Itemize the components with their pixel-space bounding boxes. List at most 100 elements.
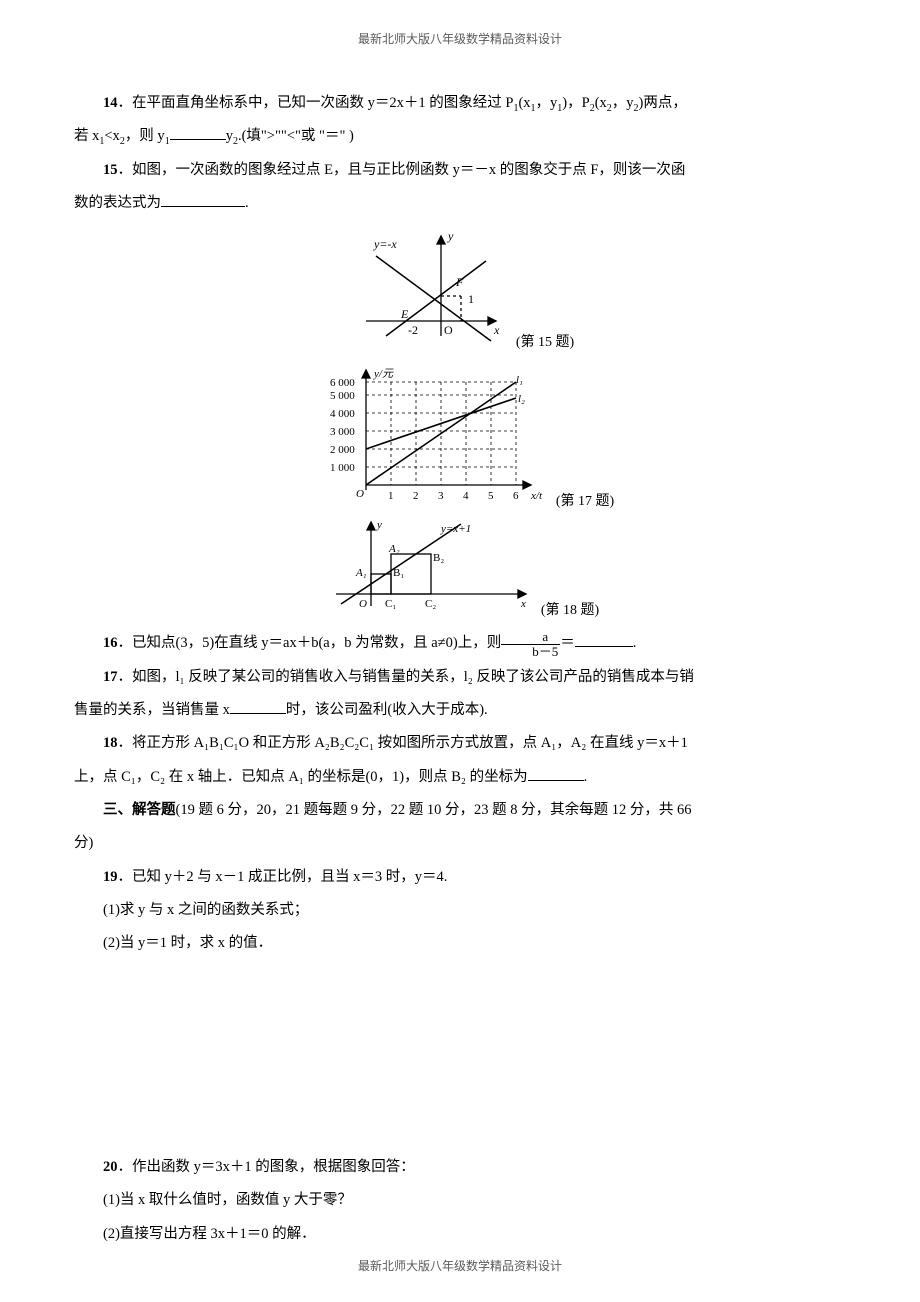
q19-num: 19: [103, 869, 118, 885]
q20-line1: 20．作出函数 y＝3x＋1 的图象，根据图象回答：: [74, 1151, 846, 1184]
q14-txt: ．在平面直角坐标系中，已知一次函数 y＝2x＋1 的图象经过 P: [118, 95, 514, 111]
fig18-svg: y x O y=x+1 A₁ A₂ B₁ B₂ C₁ C₂: [321, 514, 541, 614]
q15-line2: 数的表达式为.: [74, 187, 846, 220]
q14-blank: [170, 125, 226, 141]
fig15-wrap: y=-x x y O E F 1 -2 (第 15 题): [74, 226, 846, 351]
fig18-A1: A₁: [355, 567, 367, 579]
fig18-B2: B₂: [433, 552, 444, 564]
fig15-x: x: [493, 323, 500, 337]
fig18-O: O: [359, 598, 367, 610]
fig17-xaxis: x/t: [530, 490, 543, 502]
q18-txt: ．将正方形 A₁B₁C₁O 和正方形 A₂B₂C₂C₁ 按如图所示方式放置，点 …: [118, 735, 688, 751]
q20-p2: (2)直接写出方程 3x＋1＝0 的解．: [74, 1218, 846, 1251]
q15-txt: ．如图，一次函数的图象经过点 E，且与正比例函数 y＝－x 的图象交于点 F，则…: [118, 162, 686, 178]
q16-line: 16．已知点(3，5)在直线 y＝ax＋b(a，b 为常数，且 a≠0)上，则a…: [74, 627, 846, 660]
q14-ab: y: [226, 128, 233, 144]
q14-mid: ，则 y: [125, 128, 165, 144]
q14-p1e: )，P: [562, 95, 589, 111]
q15-tail: .: [245, 195, 249, 211]
fig18-C2: C₂: [425, 598, 436, 610]
q17-l2a: 售量的关系，当销售量 x: [74, 702, 230, 718]
q18-line2: 上，点 C₁，C₂ 在 x 轴上．已知点 A₁ 的坐标是(0，1)，则点 B₂ …: [74, 761, 846, 794]
figures-block: y=-x x y O E F 1 -2 (第 15 题): [74, 226, 846, 619]
q20-num: 20: [103, 1159, 118, 1175]
q19-p1: (1)求 y 与 x 之间的函数关系式；: [74, 894, 846, 927]
q16-eq: ＝: [560, 635, 575, 651]
q18-line1: 18．将正方形 A₁B₁C₁O 和正方形 A₂B₂C₂C₁ 按如图所示方式放置，…: [74, 727, 846, 760]
q14-line2: 若 x1<x2，则 y1y2.(填">""<"或 "＝" ): [74, 120, 846, 153]
q17-txt: ．如图，l₁ 反映了某公司的销售收入与销售量的关系，l₂ 反映了该公司产品的销售…: [118, 669, 694, 685]
q15-line1: 15．如图，一次函数的图象经过点 E，且与正比例函数 y＝－x 的图象交于点 F…: [74, 154, 846, 187]
fig17-yt5: 6 000: [330, 377, 355, 389]
fig17-xt0: 1: [388, 490, 394, 502]
q14-line1: 14．在平面直角坐标系中，已知一次函数 y＝2x＋1 的图象经过 P1(x1，y…: [74, 87, 846, 120]
q14-p2e: )两点，: [639, 95, 687, 111]
q15-l2a: 数的表达式为: [74, 195, 161, 211]
q19-line1: 19．已知 y＋2 与 x－1 成正比例，且当 x＝3 时，y＝4.: [74, 861, 846, 894]
q14-a1: (x: [518, 95, 530, 111]
fig15-O: O: [444, 323, 453, 337]
q16-num: 16: [103, 635, 118, 651]
fig15-caption: (第 15 题): [516, 335, 574, 350]
q18-tail: .: [584, 769, 588, 785]
q14-tail: .(填">""<"或 "＝" ): [238, 128, 354, 144]
fig15-y: y: [447, 229, 454, 243]
q16-frac: ab－5: [501, 630, 560, 658]
fig17-xt1: 2: [413, 490, 419, 502]
fig17-xt2: 3: [438, 490, 444, 502]
q14-a2: (x: [595, 95, 607, 111]
fig17-xt5: 6: [513, 490, 519, 502]
fig17-yt3: 4 000: [330, 408, 355, 420]
q14-c1: ，y: [536, 95, 558, 111]
fig17-yt2: 3 000: [330, 426, 355, 438]
fig18-C1: C₁: [385, 598, 396, 610]
fig15-svg: y=-x x y O E F 1 -2: [346, 226, 516, 346]
fig17-caption: (第 17 题): [556, 494, 614, 509]
q19-txt: ．已知 y＋2 与 x－1 成正比例，且当 x＝3 时，y＝4.: [118, 869, 448, 885]
sec3-line1: 三、解答题(19 题 6 分，20，21 题每题 9 分，22 题 10 分，2…: [74, 794, 846, 827]
fig15-one: 1: [468, 292, 474, 306]
fig17-l1: l₁: [516, 374, 523, 386]
q17-line1: 17．如图，l₁ 反映了某公司的销售收入与销售量的关系，l₂ 反映了该公司产品的…: [74, 661, 846, 694]
page-header: 最新北师大版八年级数学精品资料设计: [74, 30, 846, 47]
q18-num: 18: [103, 735, 118, 751]
fig15-neg2: -2: [408, 323, 418, 337]
fig18-x: x: [520, 598, 526, 610]
fig18-wrap: y x O y=x+1 A₁ A₂ B₁ B₂ C₁ C₂ (第 18 题): [74, 514, 846, 619]
q16-fracd: b－5: [501, 645, 560, 659]
q20-p1: (1)当 x 取什么值时，函数值 y 大于零？: [74, 1184, 846, 1217]
fig18-caption: (第 18 题): [541, 603, 599, 618]
q17-num: 17: [103, 669, 118, 685]
footer-text: 最新北师大版八年级数学精品资料设计: [358, 1259, 562, 1273]
fig17-xt4: 5: [488, 490, 494, 502]
fig17-svg: y/元 x/t O l₁ l₂ 1 000 2 000 3 000 4 000 …: [306, 355, 556, 505]
q15-num: 15: [103, 162, 118, 178]
fig17-xt3: 4: [463, 490, 469, 502]
fig18-line: y=x+1: [440, 523, 471, 535]
fig17-yaxis: y/元: [373, 368, 394, 380]
q18-blank: [528, 765, 584, 781]
fig18-B1: B₁: [393, 567, 404, 579]
fig18-y: y: [376, 519, 382, 531]
q18-l2a: 上，点 C₁，C₂ 在 x 轴上．已知点 A₁ 的坐标是(0，1)，则点 B₂ …: [74, 769, 528, 785]
fig15-F: F: [455, 275, 464, 289]
fig17-yt1: 2 000: [330, 444, 355, 456]
q19-p2: (2)当 y＝1 时，求 x 的值．: [74, 927, 846, 960]
q15-blank: [161, 192, 245, 208]
fig17-yt0: 1 000: [330, 462, 355, 474]
q16-tail: .: [633, 635, 637, 651]
q19-workspace: [74, 961, 846, 1151]
fig15-yeqnx: y=-x: [373, 237, 397, 251]
q14-l2a: 若 x: [74, 128, 99, 144]
q16-blank: [575, 632, 633, 648]
q14-c2: ，y: [612, 95, 634, 111]
sec3-label: 三、解答题: [103, 802, 176, 818]
q16-txt: ．已知点(3，5)在直线 y＝ax＋b(a，b 为常数，且 a≠0)上，则: [118, 635, 502, 651]
q14-num: 14: [103, 95, 118, 111]
fig17-yt4: 5 000: [330, 390, 355, 402]
q16-fracn: a: [501, 630, 560, 645]
q20-txt: ．作出函数 y＝3x＋1 的图象，根据图象回答：: [118, 1159, 415, 1175]
fig17-O: O: [356, 488, 364, 500]
sec3-line2: 分): [74, 827, 846, 860]
sec3-paren: (19 题 6 分，20，21 题每题 9 分，22 题 10 分，23 题 8…: [176, 802, 692, 818]
